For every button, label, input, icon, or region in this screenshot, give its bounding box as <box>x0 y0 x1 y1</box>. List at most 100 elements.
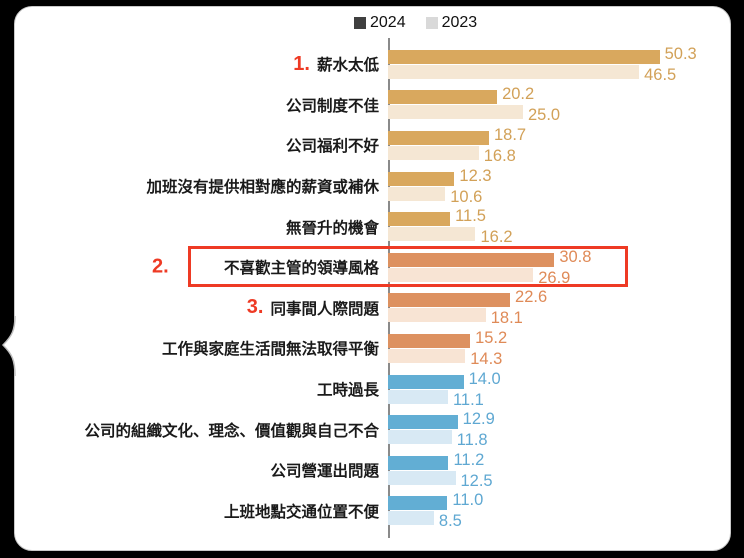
bar-2023 <box>388 389 448 404</box>
bar-chart: 1. 薪水太低 50.3 46.5 公司制度不佳 20.2 25.0 公司福利不好 18.7 16… <box>14 38 731 544</box>
value-2024: 12.3 <box>459 166 492 185</box>
category-label-cell: 工時過長 <box>14 378 388 400</box>
chart-row: 工時過長 14.0 11.1 <box>14 369 731 410</box>
left-brace-decoration <box>1 316 18 376</box>
barline-2024: 11.2 <box>388 450 731 470</box>
value-2024: 30.8 <box>559 247 592 266</box>
barline-2024: 22.6 <box>388 288 731 308</box>
category-label: 公司制度不佳 <box>285 97 379 115</box>
bars-cell: 12.9 11.8 <box>388 411 731 448</box>
value-2024: 22.6 <box>515 288 548 307</box>
value-2024: 18.7 <box>493 125 527 144</box>
chart-row: 3. 同事間人際問題 22.6 18.1 <box>14 288 731 329</box>
bar-2023 <box>388 186 446 201</box>
category-label: 工時過長 <box>316 382 379 400</box>
bar-2024 <box>388 130 489 145</box>
bar-2024 <box>388 455 449 470</box>
value-2024: 11.0 <box>452 491 484 510</box>
category-label-cell: 公司福利不好 <box>14 134 388 156</box>
rank-badge: 1. <box>293 52 310 75</box>
chart-row: 加班沒有提供相對應的薪資或補休 12.3 10.6 <box>14 166 731 207</box>
bars-cell: 22.6 18.1 <box>388 288 731 327</box>
bar-2024 <box>388 252 555 267</box>
category-label: 加班沒有提供相對應的薪資或補休 <box>146 179 379 197</box>
chart-card <box>14 6 731 551</box>
barline-2024: 20.2 <box>388 85 731 105</box>
bars-cell: 30.8 26.9 <box>388 247 731 287</box>
value-2024: 20.2 <box>502 85 535 104</box>
bar-2023 <box>388 348 466 363</box>
barline-2024: 12.3 <box>388 166 731 186</box>
barline-2023: 18.1 <box>388 308 731 327</box>
value-2023: 11.1 <box>452 390 484 409</box>
value-2023: 8.5 <box>438 512 462 531</box>
barline-2023: 12.5 <box>388 470 731 490</box>
legend-label-2024: 2024 <box>370 14 406 31</box>
bar-2024 <box>388 171 455 186</box>
bars-cell: 18.7 16.8 <box>388 125 731 164</box>
bar-2024 <box>388 49 660 64</box>
value-2024: 14.0 <box>468 369 501 388</box>
bar-2023 <box>388 64 640 79</box>
value-2023: 16.2 <box>480 228 513 247</box>
legend-swatch-2024 <box>354 17 366 29</box>
chart-row: 公司的組織文化、理念、價值觀與自己不合 12.9 11.8 <box>14 409 731 450</box>
barline-2024: 11.5 <box>388 207 731 227</box>
value-2024: 11.2 <box>453 450 485 469</box>
bar-2023 <box>388 430 452 445</box>
legend-item-2024: 2024 <box>354 14 406 32</box>
barline-2024: 11.0 <box>388 491 731 511</box>
barline-2024: 30.8 <box>388 247 731 267</box>
chart-row: 工作與家庭生活間無法取得平衡 15.2 14.3 <box>14 328 731 369</box>
bar-2023 <box>388 227 476 242</box>
category-label-cell: 公司制度不佳 <box>14 94 388 116</box>
bars-cell: 11.2 12.5 <box>388 450 731 490</box>
bars-cell: 15.2 14.3 <box>388 328 731 368</box>
value-2023: 10.6 <box>450 187 483 206</box>
bar-2023 <box>388 267 534 282</box>
category-label-cell: 工作與家庭生活間無法取得平衡 <box>14 337 388 359</box>
barline-2023: 11.1 <box>388 389 731 409</box>
bars-cell: 14.0 11.1 <box>388 369 731 409</box>
bars-cell: 20.2 25.0 <box>388 85 731 125</box>
barline-2023: 10.6 <box>388 186 731 206</box>
rank-badge: 2. <box>152 255 169 278</box>
bars-cell: 11.0 8.5 <box>388 491 731 531</box>
barline-2024: 12.9 <box>388 411 731 430</box>
chart-row: 上班地點交通位置不便 11.0 8.5 <box>14 491 731 532</box>
bar-2023 <box>388 308 486 323</box>
value-2023: 12.5 <box>460 471 493 490</box>
chart-row: 不喜歡主管的領導風格 30.8 26.9 2. <box>14 246 731 288</box>
bars-cell: 11.5 16.2 <box>388 207 731 247</box>
barline-2024: 18.7 <box>388 125 731 145</box>
bar-2023 <box>388 105 523 120</box>
chart-row: 1. 薪水太低 50.3 46.5 <box>14 44 731 85</box>
value-2024: 11.5 <box>455 207 486 226</box>
barline-2024: 15.2 <box>388 328 731 348</box>
value-2023: 25.0 <box>528 106 561 125</box>
bar-2023 <box>388 145 479 160</box>
rank-badge: 3. <box>246 296 264 319</box>
category-label-cell: 不喜歡主管的領導風格 <box>14 256 388 278</box>
legend-item-2023: 2023 <box>425 14 477 32</box>
bar-2024 <box>388 496 448 511</box>
barline-2024: 14.0 <box>388 369 731 389</box>
category-label-cell: 加班沒有提供相對應的薪資或補休 <box>14 175 388 197</box>
barline-2023: 16.8 <box>388 145 731 164</box>
chart-row: 公司制度不佳 20.2 25.0 <box>14 85 731 126</box>
value-2024: 50.3 <box>664 44 697 63</box>
barline-2023: 26.9 <box>388 267 731 287</box>
category-label: 同事間人際問題 <box>270 300 379 318</box>
chart-row: 公司福利不好 18.7 16.8 <box>14 125 731 166</box>
bar-2023 <box>388 511 434 526</box>
value-2023: 26.9 <box>538 268 571 287</box>
bar-2024 <box>388 333 471 348</box>
value-2024: 15.2 <box>475 328 508 347</box>
category-label: 薪水太低 <box>316 57 379 75</box>
category-label-cell: 3. 同事間人際問題 <box>14 296 388 319</box>
chart-row: 公司營運出問題 11.2 12.5 <box>14 450 731 491</box>
bar-2024 <box>388 374 464 389</box>
barline-2023: 25.0 <box>388 105 731 125</box>
value-2023: 14.3 <box>470 349 503 368</box>
category-label-cell: 1. 薪水太低 <box>14 53 388 76</box>
